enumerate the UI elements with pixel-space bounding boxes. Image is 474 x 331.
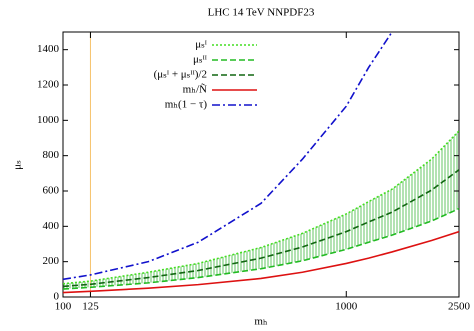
series-line <box>63 230 459 294</box>
band <box>63 130 459 290</box>
series-line <box>63 169 459 288</box>
y-tick-label: 1200 <box>37 79 60 91</box>
legend-label: μₛᴵᴵ <box>193 54 207 66</box>
legend-label: mₕ/Ñ <box>183 84 207 96</box>
y-tick-label: 400 <box>43 220 60 232</box>
x-tick-label: 1000 <box>335 301 358 313</box>
y-tick-label: 1400 <box>37 43 60 55</box>
x-tick-label: 100 <box>55 301 72 313</box>
chart-title: LHC 14 TeV NNPDF23 <box>208 7 315 19</box>
x-tick-label: 2500 <box>448 301 471 313</box>
legend-label: μₛᴵ <box>195 39 207 51</box>
x-tick-label: 125 <box>82 301 99 313</box>
frame <box>62 31 460 298</box>
y-tick-label: 800 <box>43 149 60 161</box>
y-tick-label: 600 <box>43 185 60 197</box>
y-tick-label: 200 <box>43 255 60 267</box>
y-tick-label: 0 <box>54 291 60 303</box>
legend-label: mₕ(1 − τ) <box>165 99 208 111</box>
series-line <box>63 32 393 281</box>
series-line <box>63 207 459 290</box>
x-axis-label: mₕ <box>254 316 268 328</box>
y-tick-label: 1000 <box>37 114 60 126</box>
legend-label: (μₛᴵ + μₛᴵᴵ)/2 <box>154 69 207 81</box>
y-axis-label: μₛ <box>12 160 24 170</box>
series-line <box>63 130 459 285</box>
